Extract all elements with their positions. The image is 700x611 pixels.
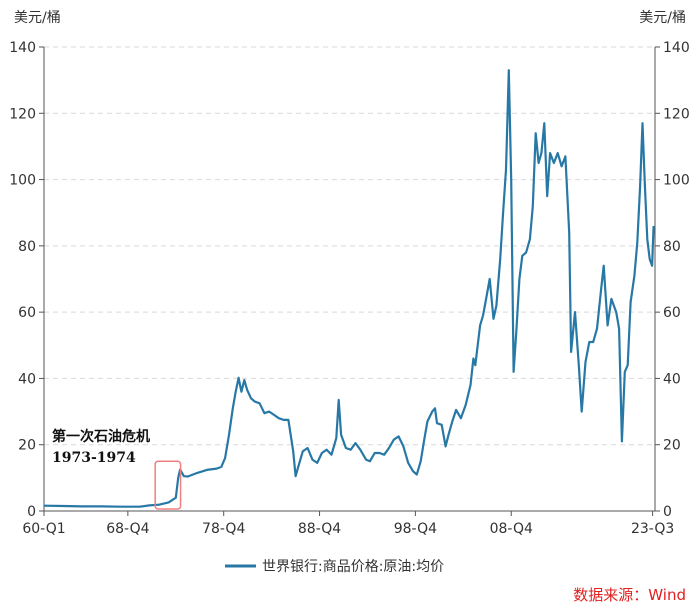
annotation-box-0 bbox=[154, 460, 182, 510]
y-tick-label-right-2: 40 bbox=[663, 371, 681, 387]
y-tick-label-right-7: 140 bbox=[663, 40, 690, 56]
right-unit-label: 美元/桶 bbox=[639, 10, 686, 26]
y-tick-label-left-3: 60 bbox=[18, 305, 36, 321]
y-tick-label-right-5: 100 bbox=[663, 173, 690, 189]
x-tick-label-3: 88-Q4 bbox=[298, 521, 341, 537]
left-unit-label: 美元/桶 bbox=[14, 10, 61, 26]
y-tick-label-right-6: 120 bbox=[663, 106, 690, 122]
x-tick-label-0: 60-Q1 bbox=[22, 521, 65, 537]
source-label: 数据来源：Wind bbox=[573, 586, 686, 604]
x-tick-label-6: 23-Q3 bbox=[631, 521, 674, 537]
annotation-layer: 第一次石油危机 1973-1974 bbox=[52, 428, 182, 510]
gridlines bbox=[44, 46, 655, 446]
legend-label: 世界银行:商品价格:原油:均价 bbox=[262, 559, 444, 575]
y-tick-label-left-1: 20 bbox=[18, 438, 36, 454]
y-tick-label-left-7: 140 bbox=[9, 40, 36, 56]
series-line-0 bbox=[43, 69, 655, 508]
series-layer bbox=[43, 69, 655, 508]
y-tick-label-left-2: 40 bbox=[18, 371, 36, 387]
y-tick-label-left-0: 0 bbox=[27, 504, 36, 520]
y-tick-label-right-4: 80 bbox=[663, 239, 681, 255]
annotation-years-0: 1973-1974 bbox=[52, 450, 136, 466]
y-tick-label-right-3: 60 bbox=[663, 305, 681, 321]
axes: 0 0 20 20 40 40 60 60 80 80 100 100 120 120 140 140 60-Q… bbox=[9, 40, 689, 537]
y-tick-label-left-4: 80 bbox=[18, 239, 36, 255]
legend: 世界银行:商品价格:原油:均价 bbox=[225, 559, 444, 575]
annotation-title-0: 第一次石油危机 bbox=[52, 428, 150, 445]
x-tick-label-4: 98-Q4 bbox=[394, 521, 437, 537]
y-tick-label-left-6: 120 bbox=[9, 106, 36, 122]
y-tick-label-left-5: 100 bbox=[9, 173, 36, 189]
y-tick-label-right-0: 0 bbox=[663, 504, 672, 520]
y-tick-label-right-1: 20 bbox=[663, 438, 681, 454]
x-tick-label-1: 68-Q4 bbox=[106, 521, 149, 537]
x-tick-label-5: 08-Q4 bbox=[490, 521, 533, 537]
x-tick-label-2: 78-Q4 bbox=[202, 521, 245, 537]
